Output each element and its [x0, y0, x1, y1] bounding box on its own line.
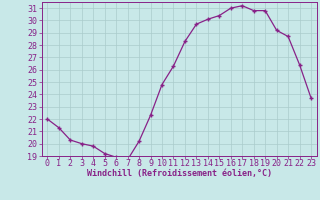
X-axis label: Windchill (Refroidissement éolien,°C): Windchill (Refroidissement éolien,°C): [87, 169, 272, 178]
